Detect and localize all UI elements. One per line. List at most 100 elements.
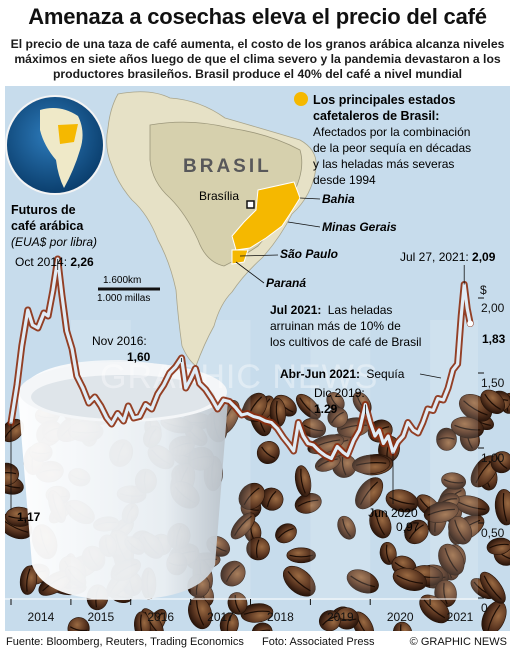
y-tick-label: 2,00 — [481, 301, 505, 315]
x-tick-label: 2014 — [28, 610, 55, 624]
country-label: BRASIL — [183, 156, 272, 177]
capital-label: Brasília — [199, 189, 239, 203]
coffee-bean — [275, 523, 297, 544]
brasilia-marker — [246, 200, 255, 209]
state-label-bahia: Bahia — [322, 192, 355, 206]
x-tick-label: 2021 — [447, 610, 474, 624]
legend-title: Los principales estados cafetaleros de B… — [313, 93, 459, 123]
x-axis: 2014 2015 2016 2017 2018 2019 2020 2021 — [10, 599, 474, 624]
coffee-bean — [294, 465, 312, 497]
annotations: Oct 2014: 2,26 Nov 2016: 1,60 Dic 2019: 1.29… — [10, 250, 506, 534]
x-tick-label: 2015 — [87, 610, 114, 624]
annotation-nov-2016: Nov 2016: 1,60 — [92, 334, 151, 364]
price-line — [9, 257, 472, 461]
year-band-2021 — [430, 320, 478, 600]
coffee-bean — [346, 569, 379, 594]
watermark: GRAPHIC NEWS — [100, 358, 378, 396]
x-tick-label: 2019 — [327, 610, 354, 624]
legend-description: Afectados por la combinación de la peor … — [313, 125, 474, 187]
coffee-bean — [269, 397, 287, 427]
coffee-cup-photo — [18, 360, 228, 600]
page-subtitle: El precio de una taza de café aumenta, e… — [10, 37, 505, 81]
y-tick-label: 0,50 — [481, 526, 505, 540]
coffee-bean — [238, 482, 265, 510]
annotation-jun-2020-label: Jun 2020 — [368, 506, 418, 520]
x-tick-label: 2016 — [147, 610, 174, 624]
coffee-bean — [494, 489, 510, 526]
coffee-bean — [230, 512, 256, 540]
coffee-bean — [480, 389, 505, 414]
coffee-bean — [67, 617, 90, 631]
y-axis: 2,00 1,50 1,00 0,50 0 — [478, 297, 505, 615]
coffee-bean — [423, 501, 459, 523]
coffee-bean — [227, 592, 248, 615]
coffee-bean — [337, 515, 356, 540]
coffee-bean — [282, 565, 316, 597]
coffee-bean — [220, 560, 246, 587]
event-frost: Jul 2021: Las heladas arruinan más de 10… — [270, 303, 421, 349]
coffee-bean — [404, 519, 429, 545]
coffee-bean — [441, 472, 467, 490]
y-tick-label: 1,00 — [481, 451, 505, 465]
coffee-bean — [240, 603, 274, 623]
map-scale: 1.600km 1.000 millas — [97, 275, 160, 304]
coffee-bean — [295, 393, 321, 420]
coffee-bean — [448, 515, 473, 545]
coffee-bean — [5, 462, 19, 486]
coffee-bean — [392, 567, 427, 591]
coffee-bean — [19, 565, 38, 595]
coffee-bean — [479, 571, 506, 604]
coffee-bean — [355, 477, 384, 510]
coffee-bean — [436, 427, 457, 451]
coffee-bean — [256, 441, 280, 464]
event-drought: Abr-Jun 2021: Sequía — [280, 367, 405, 381]
coffee-bean — [286, 547, 316, 564]
state-label-minas-gerais: Minas Gerais — [322, 220, 397, 234]
source-note: Fuente: Bloomberg, Reuters, Trading Econ… — [6, 636, 244, 648]
page-title: Amenaza a cosechas eleva el precio del c… — [28, 4, 487, 29]
coffee-bean — [438, 543, 465, 576]
coffee-bean — [419, 594, 450, 624]
coffee-bean — [219, 612, 239, 631]
legend-dot — [294, 92, 308, 106]
price-line-layer — [7, 255, 474, 462]
coffee-bean — [369, 509, 392, 539]
annotation-oct-2014: Oct 2014: 2,26 — [15, 255, 94, 269]
chart-panel: 1.600km 1.000 millas BRASIL Brasília Bah… — [5, 86, 510, 631]
y-axis-currency: $ — [480, 283, 487, 297]
coffee-bean — [251, 622, 273, 631]
scale-km: 1.600km — [103, 275, 141, 286]
coffee-futures-chart: 1.600km 1.000 millas BRASIL Brasília Bah… — [5, 91, 510, 631]
photo-credit: Foto: Associated Press — [262, 636, 375, 648]
coffee-bean — [379, 541, 397, 565]
coffee-bean — [486, 537, 510, 555]
coffee-bean — [259, 487, 284, 511]
south-america-map — [106, 91, 317, 367]
state-label-sao-paulo: São Paulo — [280, 247, 338, 261]
annotation-jun-2020-year: 0,97 — [396, 520, 420, 534]
coffee-bean — [490, 451, 510, 474]
coffee-bean — [318, 610, 341, 631]
annotation-jul-2021: Jul 27, 2021: 2,09 — [400, 250, 496, 264]
state-label-parana: Paraná — [266, 276, 306, 290]
coffee-bean — [294, 492, 322, 514]
coffee-bean — [352, 454, 391, 475]
coffee-bean — [188, 596, 213, 630]
coffee-bean — [327, 407, 348, 428]
price-line-end-point — [467, 320, 474, 327]
coffee-bean — [450, 416, 484, 439]
state-leader-lines — [235, 197, 321, 284]
x-tick-label: 2020 — [387, 610, 414, 624]
coffee-bean — [246, 537, 270, 561]
copyright-credit: © GRAPHIC NEWS — [409, 636, 507, 648]
coffee-bean — [392, 621, 413, 631]
x-tick-label: 2017 — [207, 610, 234, 624]
coffee-bean — [385, 489, 419, 513]
annotation-start-value: 1,17 — [17, 510, 41, 524]
annotation-end-value: 1,83 — [482, 332, 506, 346]
annotation-dic-2019: Dic 2019: 1.29 — [314, 386, 365, 416]
scale-miles: 1.000 millas — [97, 293, 150, 304]
y-axis-unit-label: (EUA$ por libra) — [11, 235, 97, 249]
x-tick-label: 2018 — [267, 610, 294, 624]
